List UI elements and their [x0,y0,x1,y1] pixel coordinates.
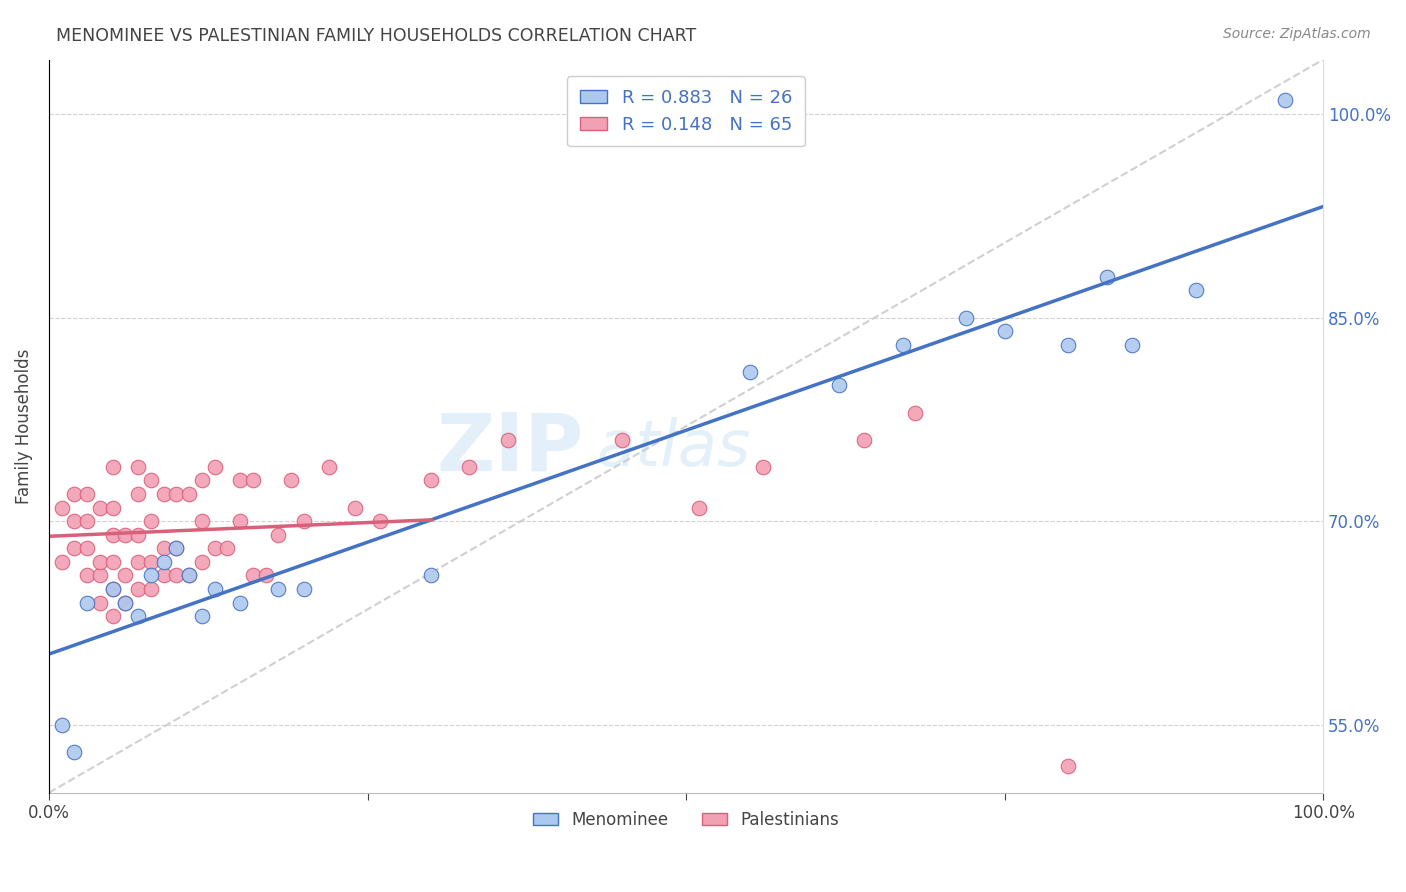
Point [127,609,149,624]
Point [280,474,302,488]
Point [738,365,761,379]
Point [51,500,73,515]
Point [63,541,86,556]
Point [891,337,914,351]
Point [204,582,226,596]
Text: atlas: atlas [598,417,751,479]
Point [51,555,73,569]
Point [217,541,239,556]
Point [267,527,290,541]
Point [204,459,226,474]
Point [152,541,174,556]
Point [179,487,201,501]
Point [139,474,162,488]
Point [229,596,252,610]
Point [204,541,226,556]
Point [127,582,149,596]
Point [114,568,136,582]
Point [127,459,149,474]
Point [165,541,187,556]
Y-axis label: Family Households: Family Households [15,349,32,504]
Point [368,514,391,528]
Point [179,568,201,582]
Point [165,487,187,501]
Point [254,568,277,582]
Point [114,596,136,610]
Point [1184,284,1206,298]
Point [292,582,315,596]
Point [1057,337,1080,351]
Point [114,527,136,541]
Point [139,568,162,582]
Point [127,527,149,541]
Legend: Menominee, Palestinians: Menominee, Palestinians [526,805,845,836]
Point [828,378,851,392]
Point [179,568,201,582]
Point [139,514,162,528]
Point [688,500,710,515]
Point [152,555,174,569]
Point [152,487,174,501]
Point [76,514,98,528]
Text: Source: ZipAtlas.com: Source: ZipAtlas.com [1223,27,1371,41]
Point [318,459,340,474]
Point [191,609,214,624]
Text: MENOMINEE VS PALESTINIAN FAMILY HOUSEHOLDS CORRELATION CHART: MENOMINEE VS PALESTINIAN FAMILY HOUSEHOL… [56,27,696,45]
Text: ZIP: ZIP [437,409,583,487]
Point [89,568,111,582]
Point [101,527,124,541]
Point [994,324,1017,338]
Point [191,474,214,488]
Point [165,541,187,556]
Point [165,568,187,582]
Point [267,582,290,596]
Point [114,596,136,610]
Point [229,514,252,528]
Point [1095,269,1118,284]
Point [89,500,111,515]
Point [1057,758,1080,772]
Point [1121,337,1143,351]
Point [139,582,162,596]
Point [242,474,264,488]
Point [101,555,124,569]
Point [89,555,111,569]
Point [343,500,366,515]
Point [51,718,73,732]
Point [1274,93,1296,107]
Point [904,406,927,420]
Point [152,568,174,582]
Point [101,459,124,474]
Point [139,555,162,569]
Point [191,514,214,528]
Point [292,514,315,528]
Point [76,487,98,501]
Point [420,474,443,488]
Point [955,310,977,325]
Point [751,459,773,474]
Point [101,582,124,596]
Point [127,487,149,501]
Point [229,474,252,488]
Point [127,555,149,569]
Point [191,555,214,569]
Point [101,500,124,515]
Point [63,745,86,759]
Point [612,433,634,447]
Point [76,596,98,610]
Point [76,568,98,582]
Point [76,541,98,556]
Point [89,596,111,610]
Point [242,568,264,582]
Point [853,433,876,447]
Point [63,514,86,528]
Point [63,487,86,501]
Point [496,433,519,447]
Point [101,609,124,624]
Point [420,568,443,582]
Point [458,459,481,474]
Point [101,582,124,596]
